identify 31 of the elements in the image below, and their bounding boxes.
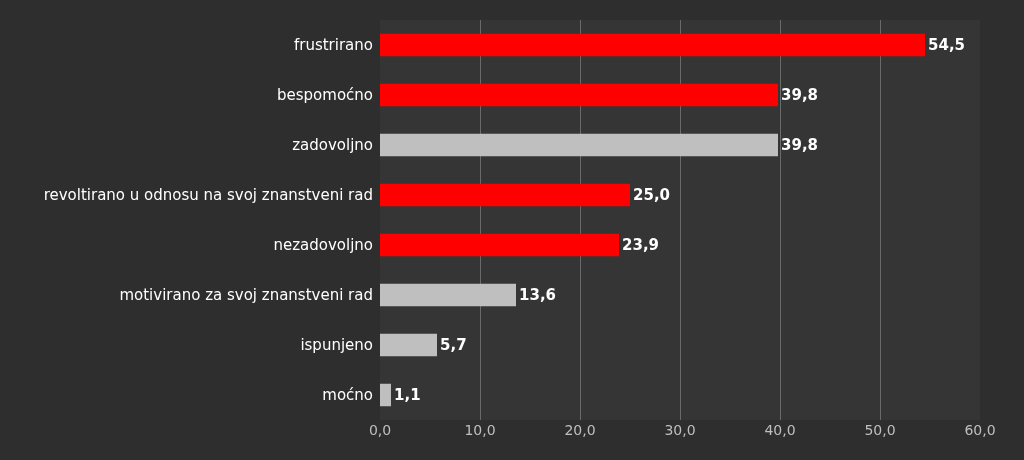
bar — [380, 83, 778, 107]
data-label: 1,1 — [394, 386, 421, 404]
bar — [380, 383, 391, 407]
bar — [380, 283, 516, 307]
bar — [380, 33, 925, 57]
data-label: 39,8 — [781, 86, 819, 104]
y-tick-label: revoltirano u odnosu na svoj znanstveni rad — [43, 186, 373, 205]
y-tick-label: ispunjeno — [300, 336, 373, 355]
y-tick-label: nezadovoljno — [273, 236, 373, 255]
data-label: 25,0 — [633, 186, 671, 204]
bar — [380, 183, 630, 207]
bar — [380, 333, 437, 357]
data-label: 39,8 — [781, 136, 819, 154]
x-tick-label: 50,0 — [864, 422, 896, 438]
data-label: 23,9 — [622, 236, 660, 254]
x-tick-label: 0,0 — [368, 422, 392, 438]
data-label: 54,5 — [928, 36, 966, 54]
x-tick-label: 40,0 — [764, 422, 796, 438]
x-tick-label: 30,0 — [664, 422, 696, 438]
y-tick-label: moćno — [322, 386, 373, 405]
bar — [380, 233, 619, 257]
y-tick-label: bespomoćno — [277, 86, 373, 105]
y-tick-label: zadovoljno — [292, 136, 373, 155]
x-tick-label: 60,0 — [964, 422, 996, 438]
data-label: 13,6 — [519, 286, 557, 304]
x-tick-label: 20,0 — [564, 422, 596, 438]
x-tick-label: 10,0 — [464, 422, 496, 438]
y-tick-label: frustrirano — [293, 36, 373, 55]
data-label: 5,7 — [440, 336, 467, 354]
bar — [380, 133, 778, 157]
y-tick-label: motivirano za svoj znanstveni rad — [119, 286, 373, 305]
